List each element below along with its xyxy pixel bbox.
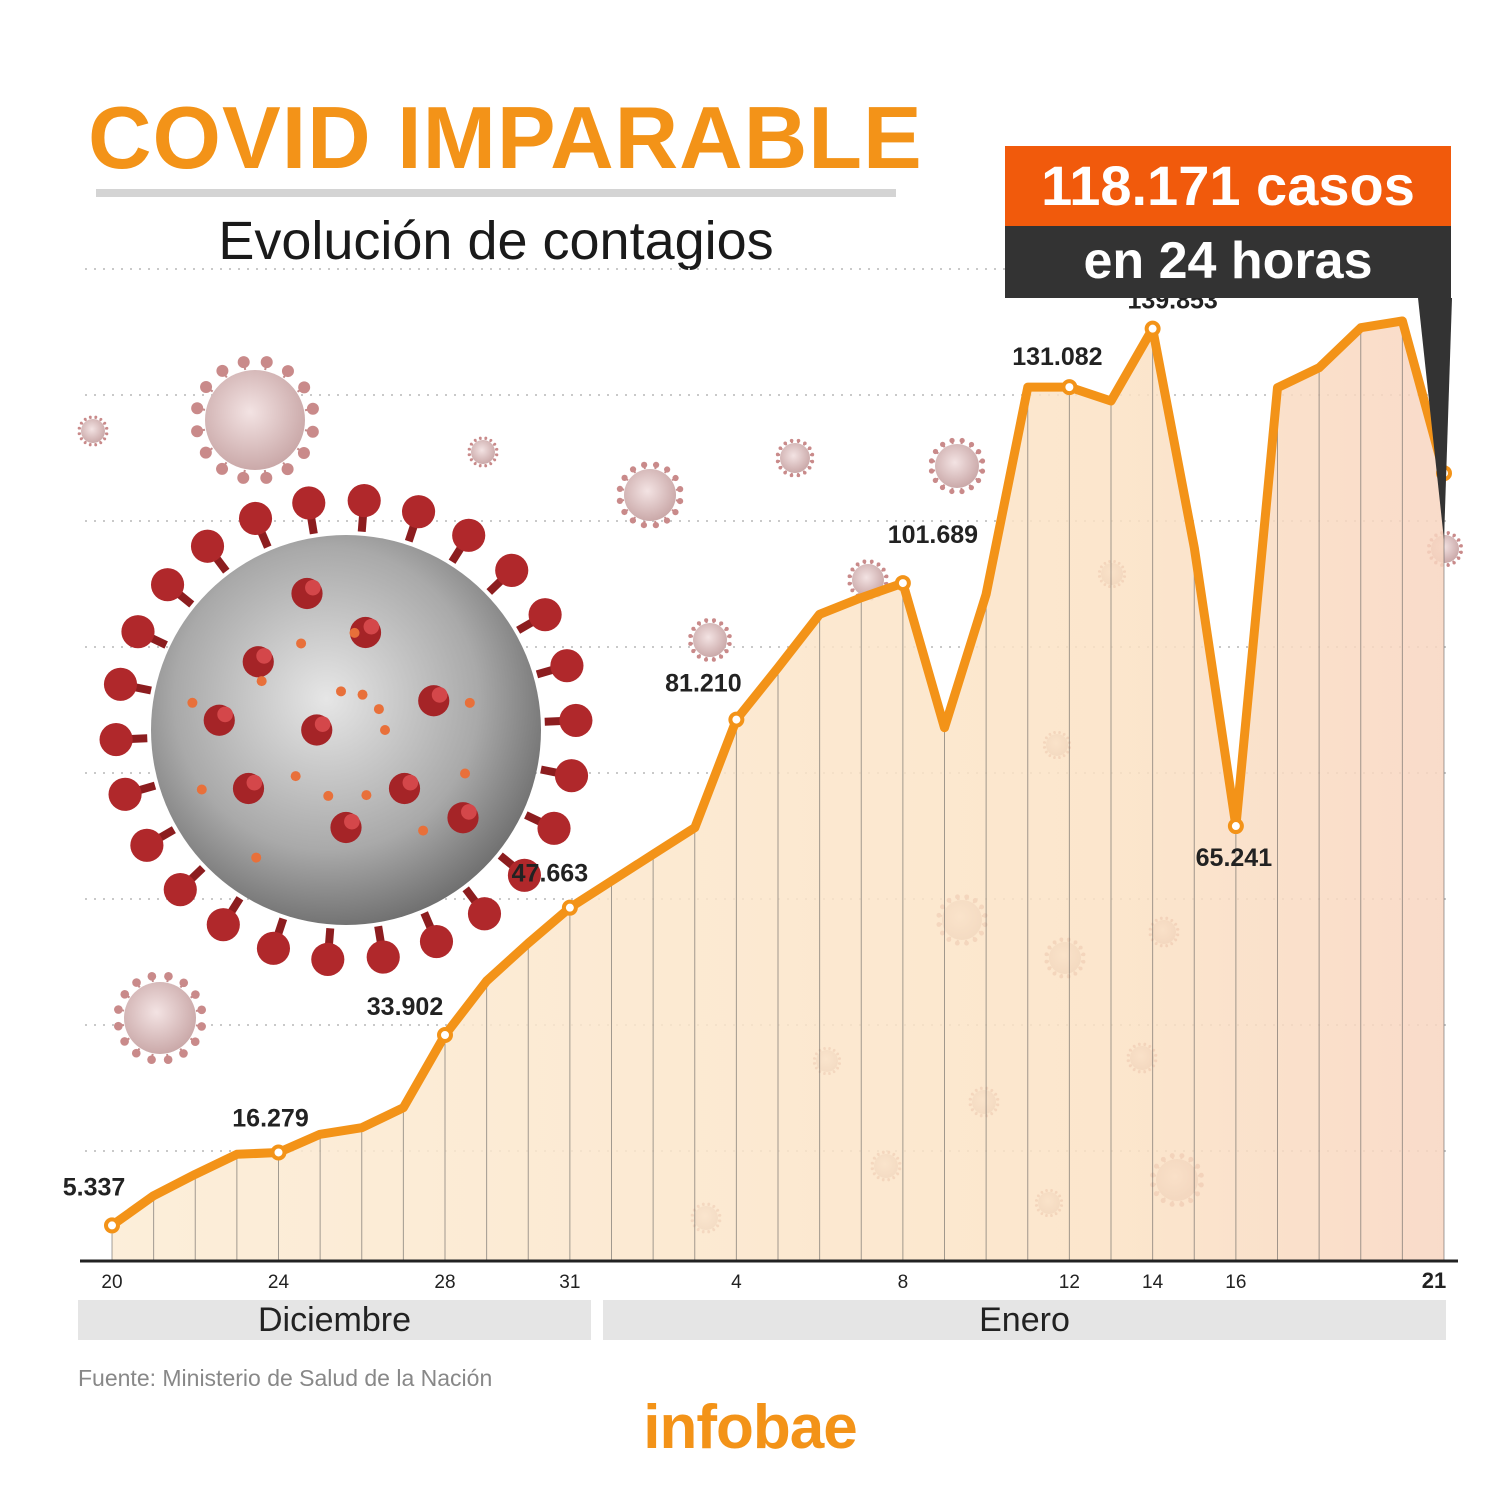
data-marker [561,899,578,916]
virus-icon [928,437,986,495]
page-subtitle: Evolución de contagios [218,211,774,271]
virus-illustrations [77,356,1463,1234]
virus-icon [467,436,499,468]
page-title: COVID IMPARABLE [88,88,923,187]
x-tick-label: 20 [101,1272,122,1293]
vertical-drop-lines [111,321,1445,1261]
data-marker [1227,818,1244,835]
data-label: 33.902 [367,993,443,1021]
data-marker [104,1217,120,1234]
data-marker [728,711,745,728]
callout-cases: 118.171 casos [1005,146,1451,226]
callout-box: 118.171 casos en 24 horas [1005,146,1451,298]
source-note: Fuente: Ministerio de Salud de la Nación [78,1365,493,1391]
data-label: 47.663 [512,860,588,888]
infobae-logo: infobae [643,1393,857,1462]
x-tick-label: 12 [1059,1272,1080,1293]
virus-icon [191,356,319,484]
x-tick-label: 4 [731,1272,742,1293]
virus-icon [99,484,593,976]
month-band-december: Diciembre [78,1300,591,1340]
virus-icon [688,618,732,662]
cases-line [107,316,1449,1230]
data-label: 131.082 [1012,343,1102,371]
month-band-january: Enero [603,1300,1446,1340]
data-marker [894,575,911,592]
data-label: 5.337 [63,1173,126,1201]
data-label: 101.689 [888,521,978,549]
x-tick-label: 16 [1225,1272,1246,1293]
callout-period: en 24 horas [1005,226,1451,298]
data-label: 16.279 [232,1104,308,1132]
x-tick-label: 28 [434,1272,455,1293]
virus-icon [77,415,109,447]
x-tick-label: 8 [898,1272,909,1293]
x-tick-label: 21 [1422,1268,1446,1293]
data-label: 81.210 [665,670,741,698]
x-tick-label: 14 [1142,1272,1164,1293]
title-underline [96,189,896,197]
virus-icon [775,438,815,478]
virus-icon [616,461,684,529]
x-tick-labels: 20 24 28 31 4 8 12 14 16 21 [101,1268,1446,1293]
x-tick-label: 31 [559,1272,580,1293]
virus-icon [113,971,207,1065]
data-label: 65.241 [1196,844,1273,872]
data-marker [1144,320,1161,337]
data-marker [437,1026,453,1043]
callout-pointer [1418,298,1452,540]
data-marker [270,1144,287,1161]
x-tick-label: 24 [268,1272,290,1293]
series-line [107,316,1449,1230]
data-marker [1061,379,1078,396]
